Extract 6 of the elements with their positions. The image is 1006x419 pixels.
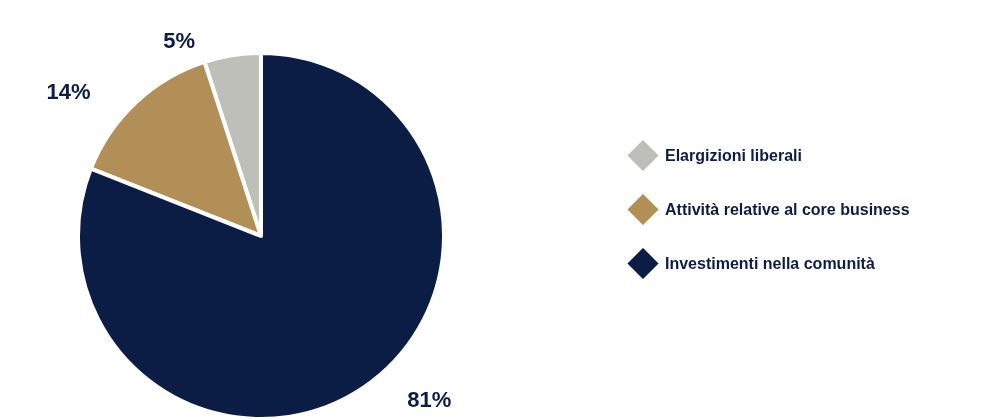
legend-label: Elargizioni liberali [665,147,802,164]
legend-label: Attività relative al core business [665,201,910,218]
data-label: 14% [46,79,91,105]
legend-label: Investimenti nella comunità [665,255,875,272]
data-label: 81% [407,387,452,413]
data-label: 5% [163,27,196,53]
